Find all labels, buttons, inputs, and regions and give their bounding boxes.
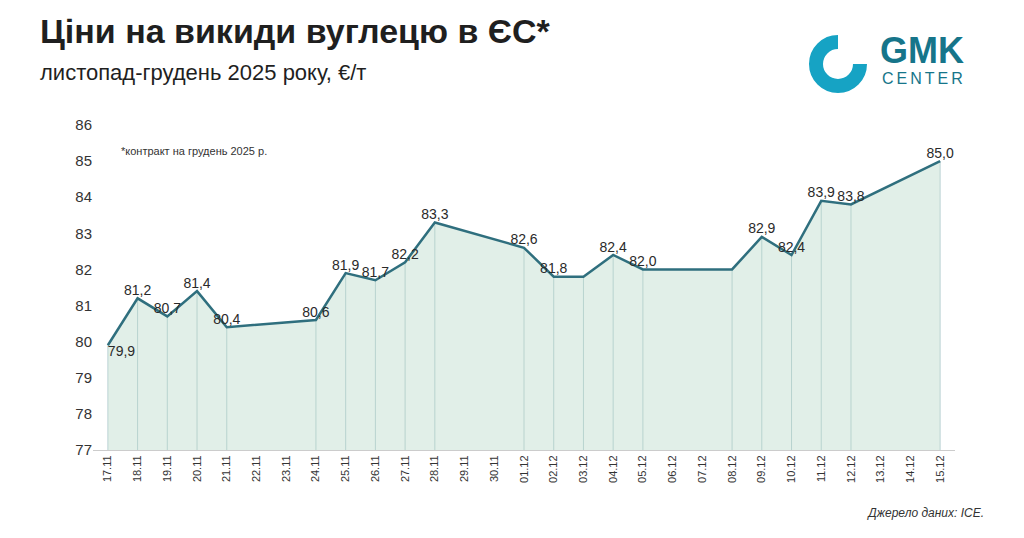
svg-text:26.11: 26.11 bbox=[369, 455, 381, 482]
svg-text:82,9: 82,9 bbox=[748, 220, 775, 236]
svg-text:82,6: 82,6 bbox=[510, 231, 537, 247]
svg-text:03.12: 03.12 bbox=[577, 455, 589, 483]
html-text:Джерело даних: ICE.: Джерело даних: ICE. bbox=[868, 506, 984, 520]
svg-text:80,7: 80,7 bbox=[154, 300, 181, 316]
svg-text:79,9: 79,9 bbox=[108, 343, 135, 359]
svg-text:10.12: 10.12 bbox=[785, 455, 797, 483]
svg-text:24.11: 24.11 bbox=[310, 455, 322, 482]
svg-text:77: 77 bbox=[75, 441, 92, 458]
svg-text:79: 79 bbox=[75, 369, 92, 386]
svg-text:01.12: 01.12 bbox=[518, 455, 530, 483]
svg-text:81,9: 81,9 bbox=[332, 257, 359, 273]
svg-text:28.11: 28.11 bbox=[428, 455, 440, 482]
svg-text:84: 84 bbox=[75, 188, 92, 205]
svg-text:78: 78 bbox=[75, 405, 92, 422]
svg-text:82,0: 82,0 bbox=[629, 253, 656, 269]
svg-text:23.11: 23.11 bbox=[280, 455, 292, 482]
html-text:GMK: GMK bbox=[880, 30, 964, 71]
svg-text:08.12: 08.12 bbox=[726, 455, 738, 483]
svg-text:82,2: 82,2 bbox=[391, 246, 418, 262]
svg-text:80: 80 bbox=[75, 333, 92, 350]
svg-text:82,4: 82,4 bbox=[600, 239, 627, 255]
svg-text:82: 82 bbox=[75, 261, 92, 278]
svg-text:82,4: 82,4 bbox=[778, 239, 805, 255]
svg-text:85: 85 bbox=[75, 152, 92, 169]
svg-text:06.12: 06.12 bbox=[666, 455, 678, 483]
svg-text:12.12: 12.12 bbox=[845, 455, 857, 483]
svg-text:81,8: 81,8 bbox=[540, 260, 567, 276]
svg-text:18.11: 18.11 bbox=[131, 455, 143, 482]
svg-text:02.12: 02.12 bbox=[547, 455, 559, 483]
svg-text:81,4: 81,4 bbox=[183, 275, 210, 291]
html-text:CENTER: CENTER bbox=[882, 70, 966, 87]
svg-text:83,8: 83,8 bbox=[837, 188, 864, 204]
svg-text:11.12: 11.12 bbox=[815, 455, 827, 482]
svg-text:83,9: 83,9 bbox=[808, 184, 835, 200]
svg-text:09.12: 09.12 bbox=[755, 455, 767, 483]
svg-text:25.11: 25.11 bbox=[339, 455, 351, 482]
svg-text:21.11: 21.11 bbox=[220, 455, 232, 482]
svg-text:80,4: 80,4 bbox=[213, 311, 240, 327]
svg-text:83,3: 83,3 bbox=[421, 206, 448, 222]
svg-text:29.11: 29.11 bbox=[458, 455, 470, 482]
svg-text:14.12: 14.12 bbox=[904, 455, 916, 483]
svg-text:81,7: 81,7 bbox=[362, 264, 389, 280]
svg-text:27.11: 27.11 bbox=[399, 455, 411, 482]
svg-text:83: 83 bbox=[75, 225, 92, 242]
svg-text:20.11: 20.11 bbox=[191, 455, 203, 482]
svg-text:17.11: 17.11 bbox=[101, 455, 113, 482]
svg-text:15.12: 15.12 bbox=[934, 455, 946, 483]
svg-text:04.12: 04.12 bbox=[607, 455, 619, 483]
html-text:листопад-грудень 2025 року, €/: листопад-грудень 2025 року, €/т bbox=[40, 60, 367, 85]
svg-text:19.11: 19.11 bbox=[161, 455, 173, 482]
svg-text:22.11: 22.11 bbox=[250, 455, 262, 482]
svg-text:80,6: 80,6 bbox=[302, 304, 329, 320]
svg-text:05.12: 05.12 bbox=[636, 455, 648, 483]
svg-text:07.12: 07.12 bbox=[696, 455, 708, 483]
svg-text:85,0: 85,0 bbox=[927, 145, 954, 161]
svg-text:81,2: 81,2 bbox=[124, 282, 151, 298]
svg-text:30.11: 30.11 bbox=[488, 455, 500, 482]
svg-text:*контракт на грудень 2025 р.: *контракт на грудень 2025 р. bbox=[121, 145, 267, 157]
svg-text:86: 86 bbox=[75, 116, 92, 133]
svg-text:81: 81 bbox=[75, 297, 92, 314]
svg-text:13.12: 13.12 bbox=[874, 455, 886, 483]
html-text:Ціни на викиди вуглецю в ЄС*: Ціни на викиди вуглецю в ЄС* bbox=[40, 12, 550, 50]
